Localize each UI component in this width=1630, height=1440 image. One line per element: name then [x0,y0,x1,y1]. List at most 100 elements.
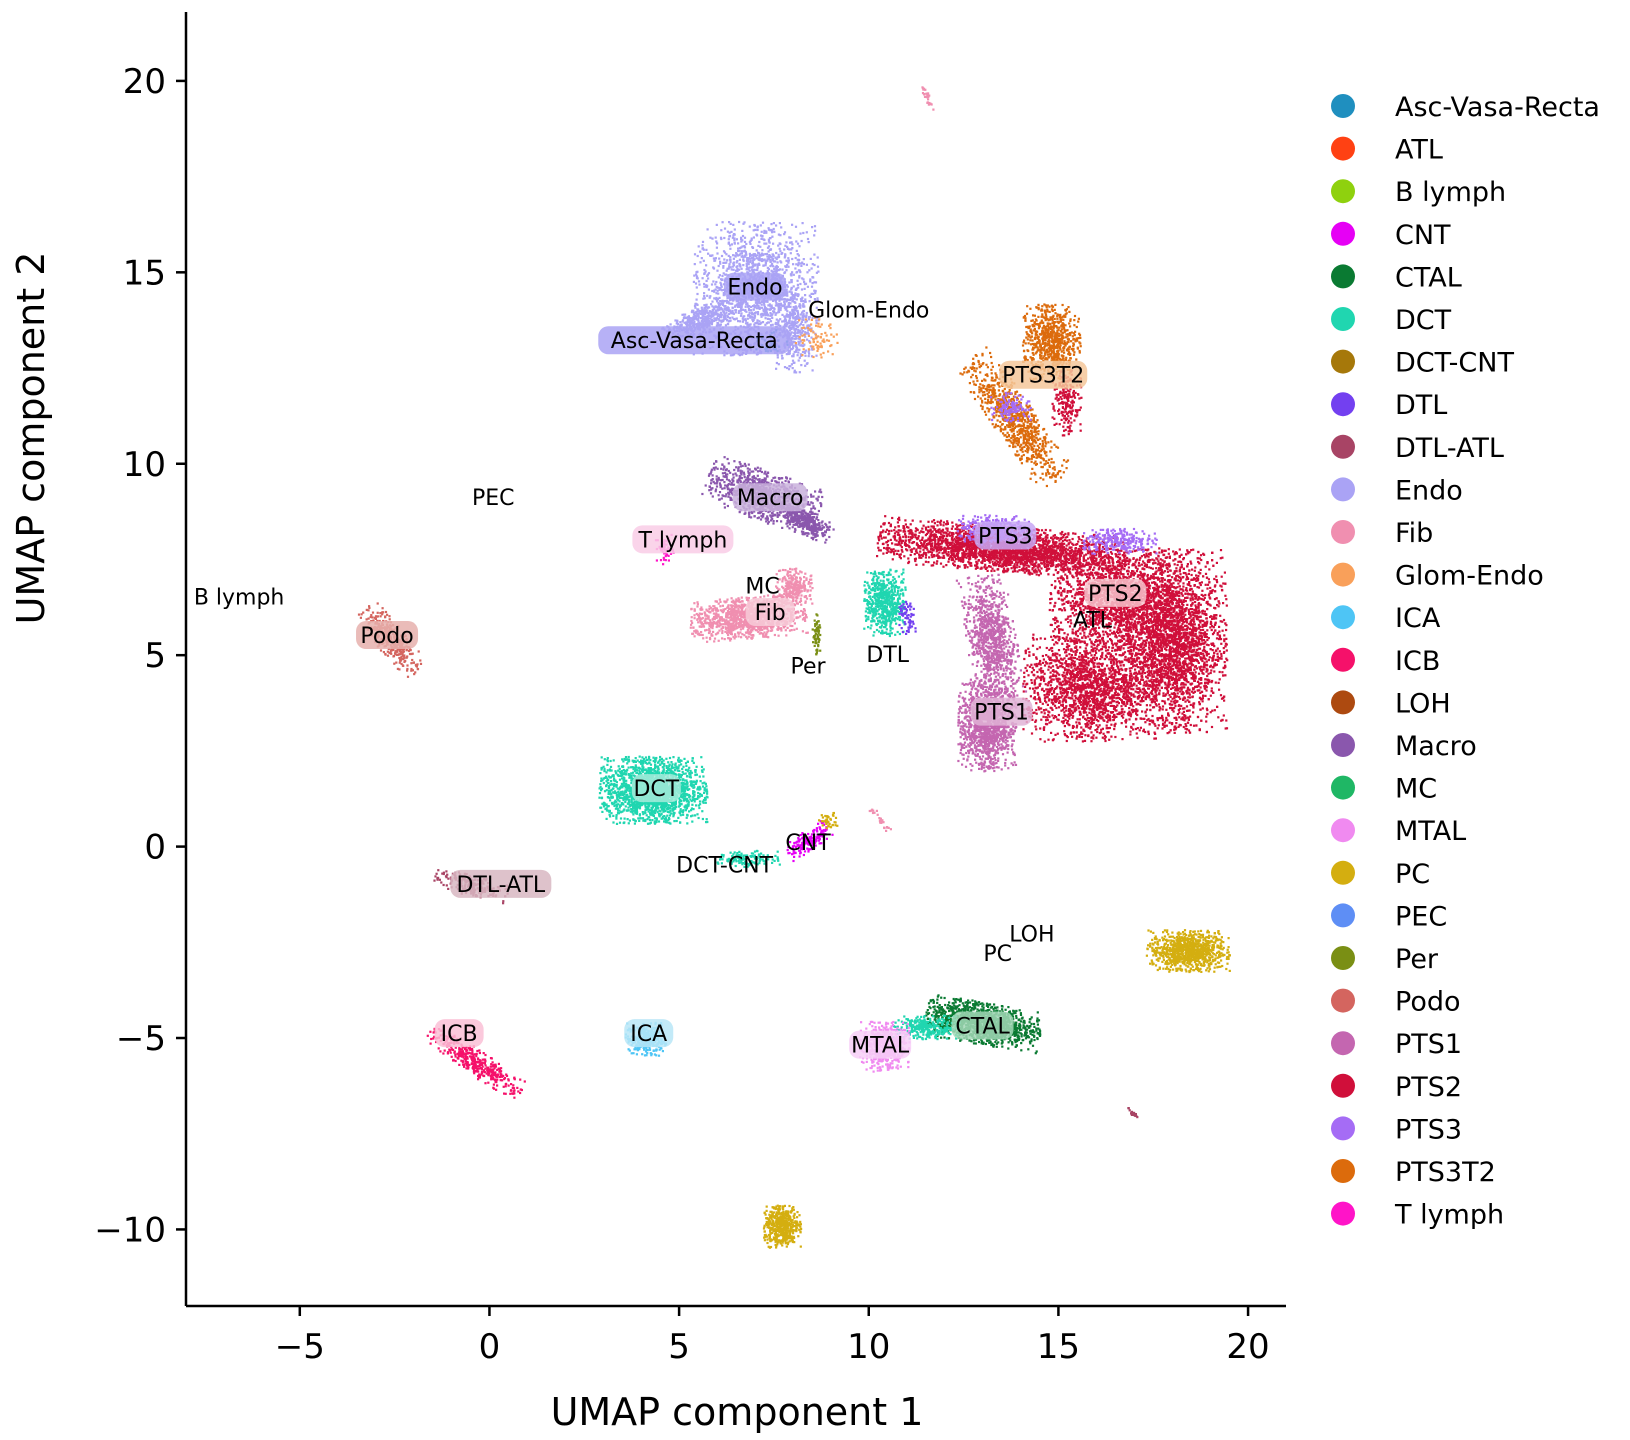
scatter-point [756,263,759,266]
scatter-point [705,264,708,267]
scatter-point [975,376,978,380]
scatter-point [723,354,726,357]
scatter-point [727,300,730,303]
scatter-point [767,268,770,271]
scatter-point [768,303,771,306]
scatter-point [988,408,991,411]
scatter-point [809,295,812,299]
scatter-point [757,262,760,265]
scatter-point [774,304,777,307]
scatter-point [1026,460,1029,463]
scatter-point [719,288,722,291]
scatter-point [1053,423,1056,426]
scatter-point [1012,443,1015,446]
scatter-point [1044,452,1047,455]
scatter-point [775,361,778,365]
scatter-point [720,278,723,281]
scatter-point [1037,424,1040,427]
scatter-point [1050,349,1053,352]
scatter-point [722,292,725,295]
scatter-point [820,356,823,359]
scatter-point [1030,472,1033,475]
scatter-point [1055,393,1058,396]
scatter-point [791,308,794,311]
scatter-point [706,273,709,276]
scatter-point [1044,353,1047,356]
scatter-point [820,323,823,326]
scatter-point [793,331,796,334]
scatter-point [802,258,805,261]
scatter-point [782,304,785,307]
scatter-point [758,320,761,323]
scatter-point [684,322,688,325]
scatter-point [991,376,994,379]
scatter-point [785,314,788,317]
scatter-point [989,401,992,405]
scatter-point [754,311,758,314]
scatter-point [986,402,989,405]
scatter-point [1052,324,1055,327]
scatter-point [1010,437,1013,440]
scatter-point [1066,335,1069,338]
scatter-point [1008,389,1011,392]
scatter-point [804,321,807,324]
scatter-point [1033,431,1036,434]
scatter-point [1057,314,1061,317]
scatter-point [1049,354,1052,357]
scatter-point [690,322,693,325]
scatter-point [1013,440,1016,443]
scatter-point [804,318,808,321]
scatter-point [982,386,985,390]
scatter-point [1063,429,1066,432]
scatter-point [1065,460,1068,463]
scatter-point [775,251,778,255]
scatter-point [741,254,744,257]
scatter-point [972,357,975,360]
scatter-point [765,231,768,234]
scatter-point [754,301,757,304]
scatter-point [1042,478,1045,481]
scatter-point [1065,312,1068,315]
scatter-point [1051,341,1055,344]
scatter-point [1050,440,1053,443]
scatter-point [1072,389,1075,393]
scatter-point [1004,427,1007,430]
scatter-point [768,241,771,244]
scatter-point [762,264,765,267]
scatter-point [798,356,801,359]
scatter-point [1021,344,1025,347]
scatter-point [790,327,793,330]
scatter-point [989,388,992,391]
scatter-point [1049,323,1052,326]
scatter-point [1211,617,1214,620]
scatter-point [815,306,818,309]
scatter-point [694,323,697,326]
scatter-point [1063,414,1066,418]
scatter-point [803,333,806,336]
scatter-point [1041,443,1044,446]
scatter-point [761,221,765,224]
scatter-point [794,337,797,340]
scatter-point [1031,339,1034,342]
scatter-point [788,281,791,284]
scatter-point [1042,458,1045,461]
scatter-point [747,308,751,311]
scatter-point [1042,447,1045,450]
scatter-point [979,397,982,400]
scatter-point [1052,405,1055,408]
scatter-point [991,390,994,393]
scatter-point [1054,336,1057,339]
scatter-point [1161,716,1164,719]
scatter-point [805,231,808,234]
scatter-point [721,274,724,278]
scatter-point [1031,436,1034,439]
scatter-point [778,222,781,225]
scatter-point [1051,338,1054,341]
scatter-point [1023,357,1026,360]
scatter-point [1035,441,1038,444]
scatter-point [806,331,809,334]
scatter-point [816,316,819,319]
scatter-point [735,300,738,303]
scatter-point [1173,731,1176,734]
scatter-point [1027,431,1030,434]
